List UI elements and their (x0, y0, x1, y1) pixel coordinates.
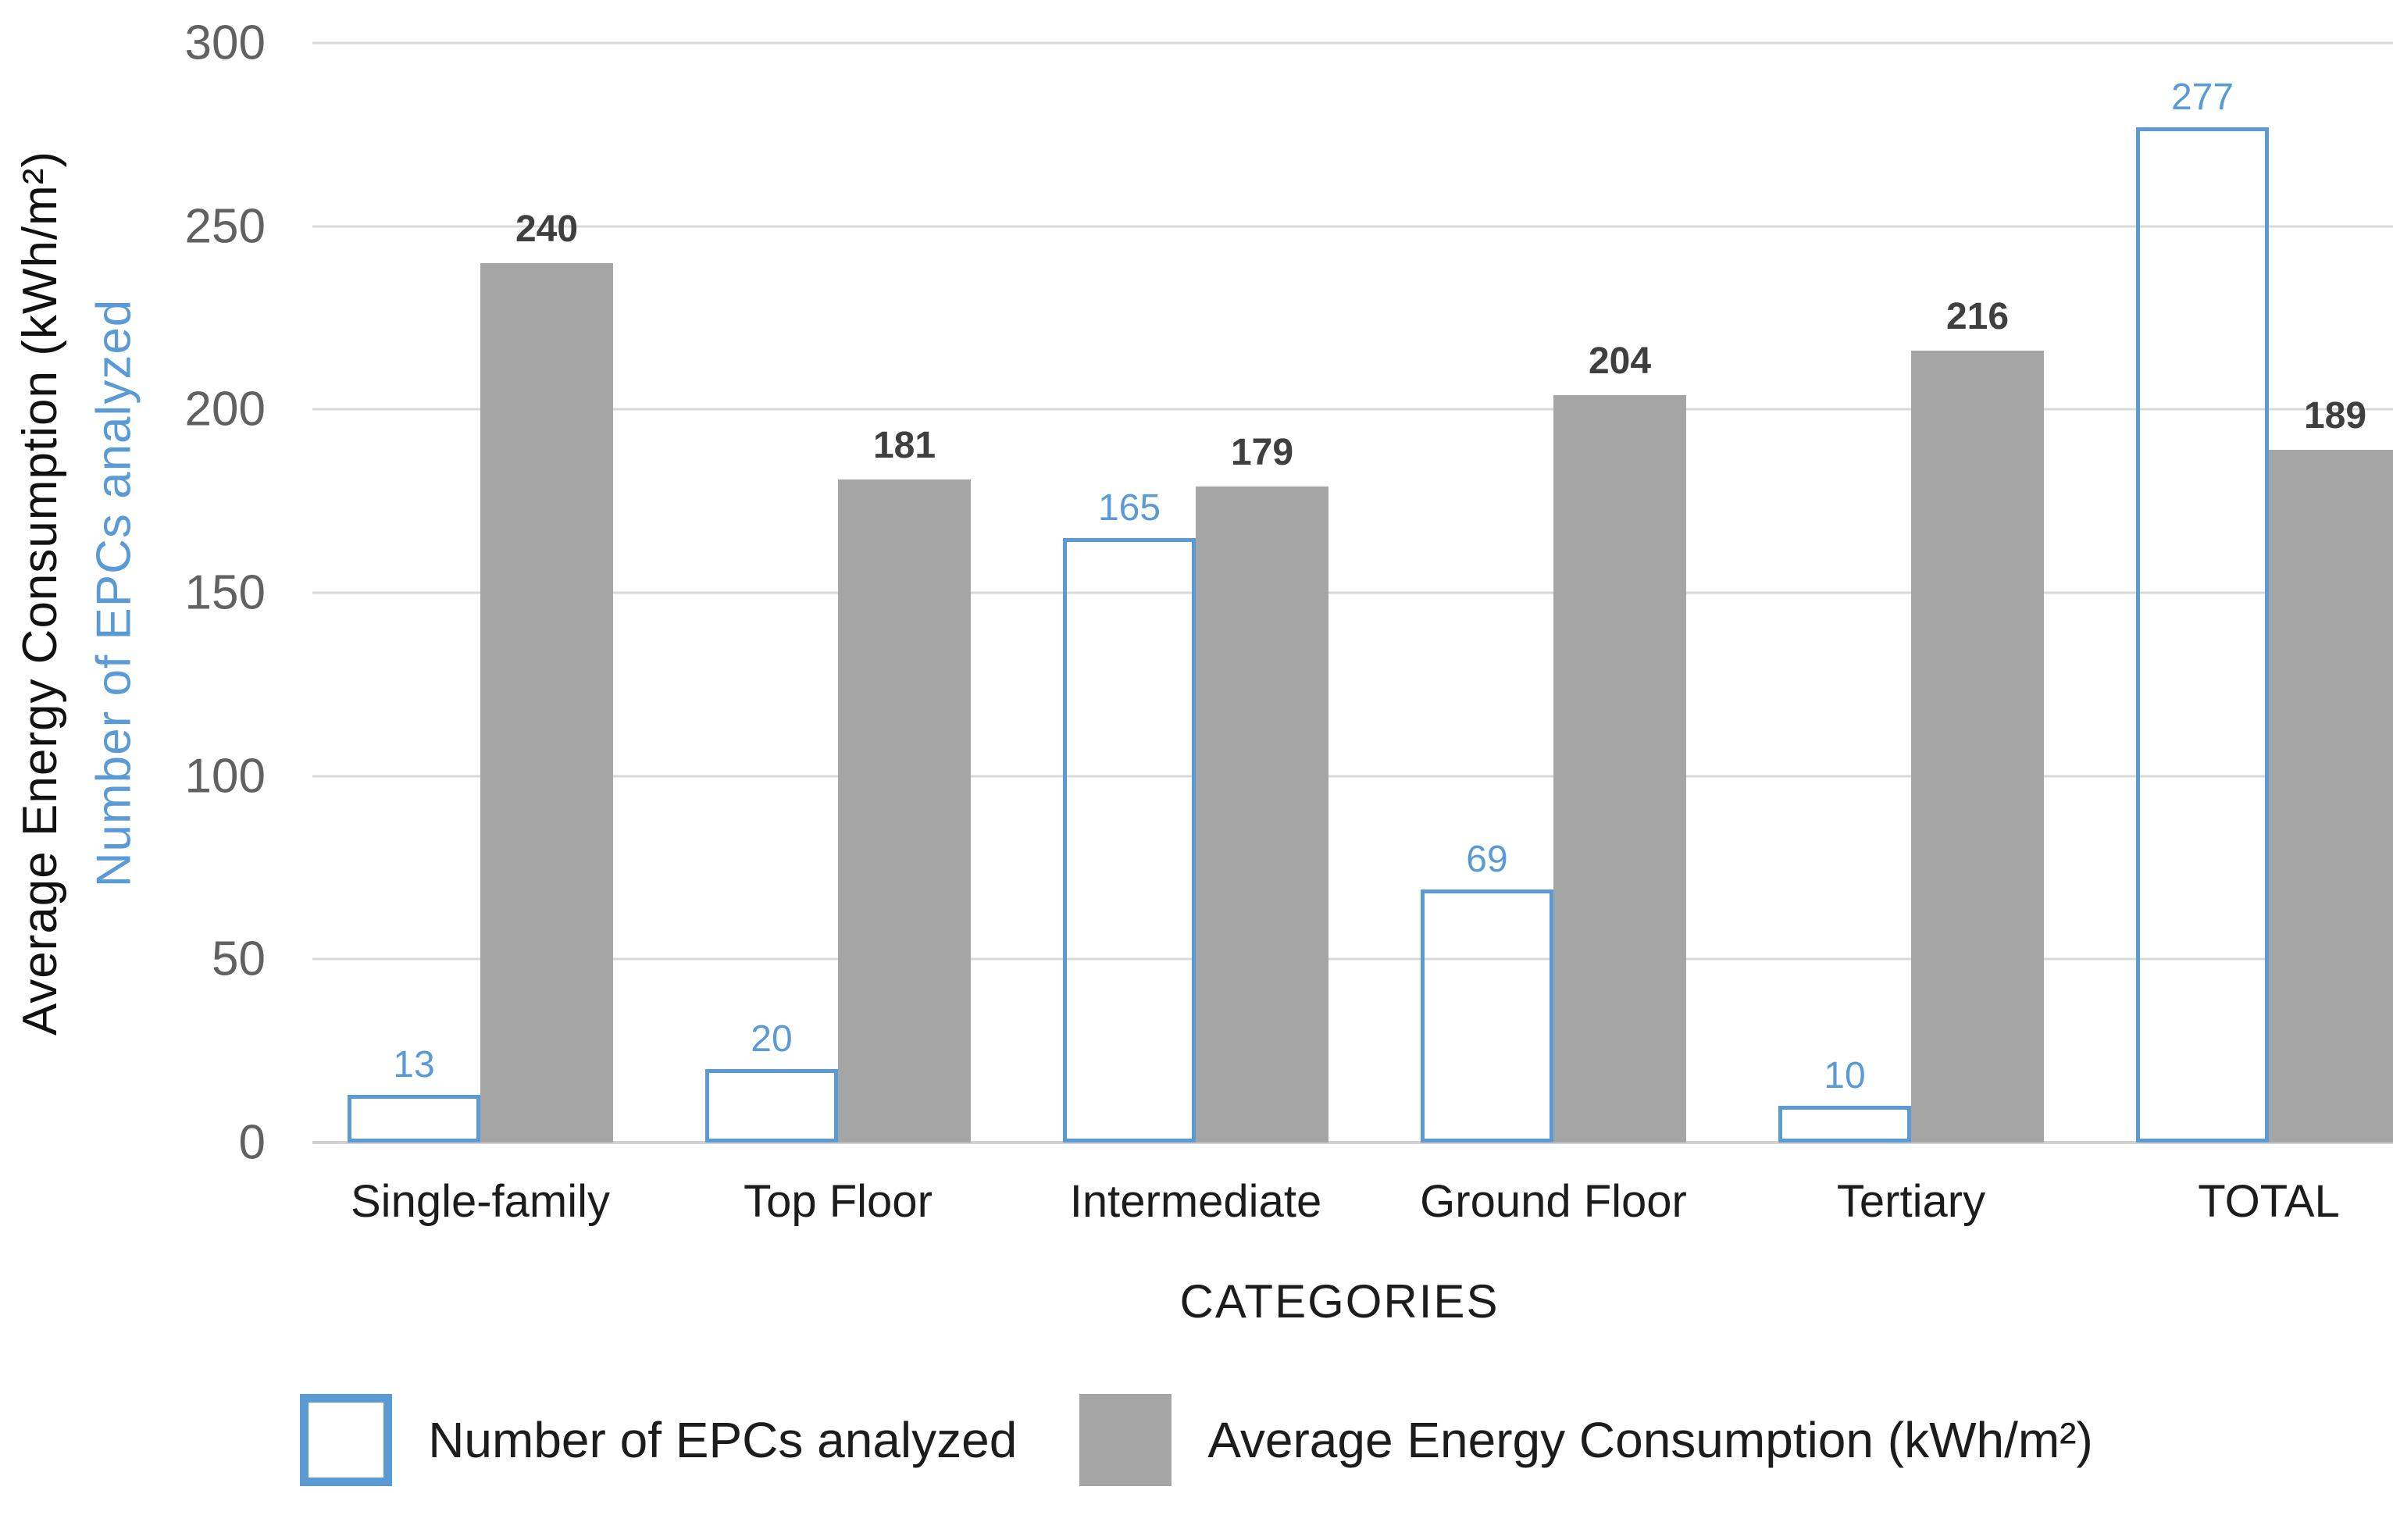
y-axis-title-energy-text: Average Energy Consumption (kWh/m²) (13, 150, 68, 1036)
legend-item: Number of EPCs analyzed (300, 1394, 1017, 1486)
y-axis-title-epcs-text: Number of EPCs analyzed (87, 298, 141, 887)
bar-value-label: 69 (1466, 839, 1508, 880)
y-tick-label-0: 0 (238, 1115, 266, 1170)
legend-label: Average Energy Consumption (kWh/m²) (1207, 1412, 2093, 1468)
legend-label: Number of EPCs analyzed (428, 1412, 1018, 1468)
gridline-150 (312, 591, 2393, 594)
energy-consumption-bar: 189 (2269, 395, 2393, 1143)
category-label: TOTAL (2198, 1176, 2340, 1227)
bar-group-total: 277 189 TOTAL (2136, 77, 2393, 1227)
y-tick-label-300: 300 (184, 16, 266, 70)
gridline-250 (312, 225, 2393, 228)
y-tick-label-150: 150 (184, 565, 266, 620)
bar-group-intermediate: 165 179 Intermediate (1063, 432, 1328, 1227)
legend-swatch-fill (1079, 1394, 1172, 1486)
gridline-50 (312, 957, 2393, 961)
energy-consumption-bar: 179 (1196, 432, 1328, 1143)
legend-swatch-outline (300, 1394, 393, 1486)
bar-value-label: 20 (751, 1018, 793, 1060)
legend-item: Average Energy Consumption (kWh/m²) (1079, 1394, 2093, 1486)
bar-value-label: 13 (393, 1044, 435, 1085)
bar-value-label: 181 (872, 425, 936, 466)
y-tick-label-50: 50 (212, 932, 266, 986)
bar-group-ground-floor: 69 204 Ground Floor (1420, 340, 1687, 1227)
category-label: Intermediate (1069, 1176, 1322, 1227)
category-label: Ground Floor (1420, 1176, 1687, 1227)
energy-consumption-bar: 181 (838, 425, 971, 1143)
bar-value-label: 204 (1588, 340, 1652, 382)
energy-consumption-bar: 216 (1911, 296, 2044, 1143)
legend: Number of EPCs analyzed Average Energy Co… (0, 1394, 2393, 1486)
bar-value-label: 216 (1945, 296, 2010, 337)
plot-area: 13 240 Single-family 20 181 Top Floor 165 179 In… (312, 41, 2393, 1227)
epc-count-bar: 277 (2136, 77, 2269, 1143)
bar-value-label: 179 (1230, 432, 1294, 473)
y-axis-ticks: 0 50 100 150 200 250 300 (156, 16, 266, 1170)
bar-value-label: 240 (515, 209, 579, 250)
energy-consumption-bar: 240 (480, 209, 613, 1143)
bar-value-label: 277 (2170, 77, 2234, 118)
bar-group-tertiary: 10 216 Tertiary (1778, 296, 2044, 1227)
category-label: Tertiary (1836, 1176, 1986, 1227)
gridline-300 (312, 41, 2393, 45)
y-tick-label-100: 100 (184, 749, 266, 804)
energy-consumption-bar: 204 (1553, 340, 1686, 1143)
epc-count-bar: 10 (1778, 1055, 1911, 1143)
category-label: Single-family (351, 1176, 610, 1227)
category-label: Top Floor (744, 1176, 933, 1227)
bar-group-top-floor: 20 181 Top Floor (705, 425, 971, 1227)
y-tick-label-200: 200 (184, 382, 266, 437)
epc-count-bar: 13 (348, 1044, 480, 1143)
bar-value-label: 10 (1824, 1055, 1866, 1096)
gridline-200 (312, 408, 2393, 411)
bar-value-label: 189 (2303, 395, 2367, 437)
bar-group-single-family: 13 240 Single-family (348, 209, 613, 1227)
y-tick-label-250: 250 (184, 199, 266, 254)
x-axis-title: CATEGORIES (1179, 1275, 1500, 1328)
y-axis-title-epcs: Number of EPCs analyzed (78, 43, 150, 1143)
epc-count-bar: 20 (705, 1018, 838, 1143)
y-axis-title-energy: Average Energy Consumption (kWh/m²) (5, 43, 77, 1143)
epc-count-bar: 165 (1063, 487, 1196, 1143)
x-axis-line (312, 1141, 2393, 1144)
epc-count-bar: 69 (1421, 839, 1553, 1143)
bar-value-label: 165 (1097, 487, 1161, 529)
gridline-100 (312, 775, 2393, 778)
